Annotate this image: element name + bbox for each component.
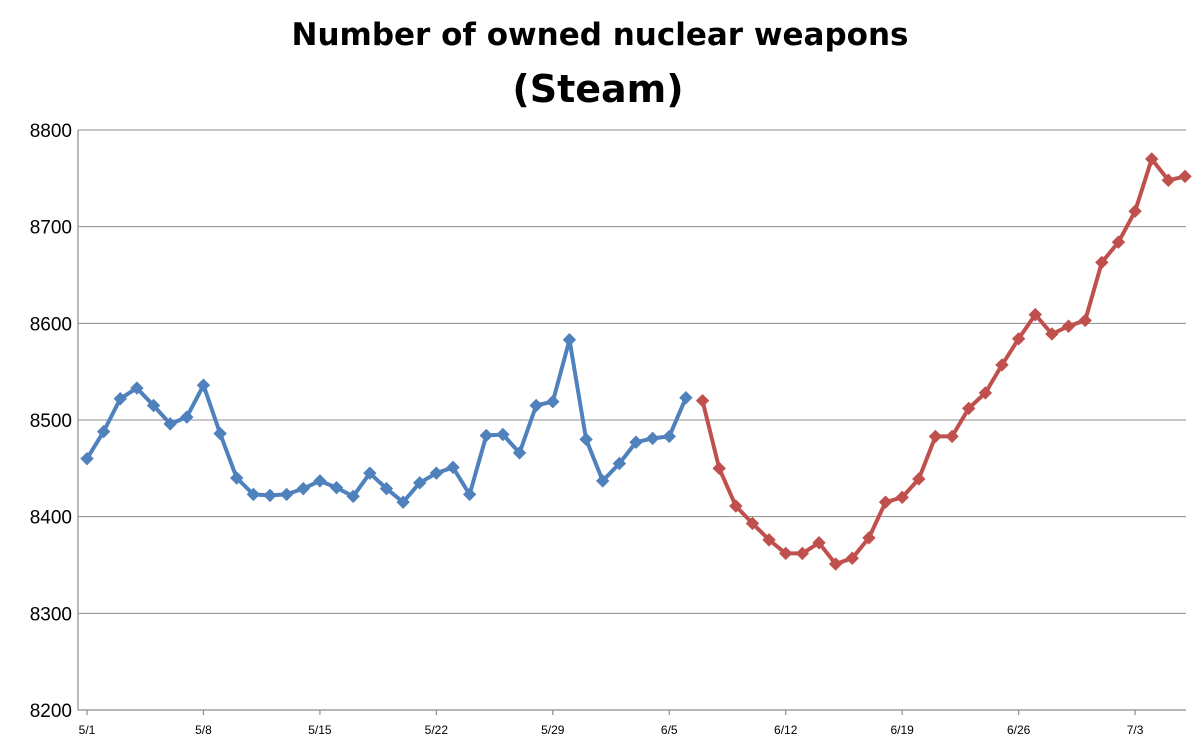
data-point xyxy=(962,401,976,416)
x-tick-label: 5/1 xyxy=(79,723,96,737)
data-point xyxy=(1061,319,1076,333)
y-tick-label: 8200 xyxy=(30,701,72,722)
data-point xyxy=(895,490,909,505)
y-tick-label: 8700 xyxy=(30,218,72,239)
data-point xyxy=(329,480,344,495)
x-tick-labels: 5/1 5/8 5/15 5/22 5/29 6/5 6/12 6/19 6/26 7/3 xyxy=(79,710,1144,737)
series-1 xyxy=(80,333,693,509)
chart-subtitle: (Steam) xyxy=(512,67,683,111)
data-point xyxy=(1128,204,1142,218)
data-point xyxy=(978,386,993,400)
data-point xyxy=(995,358,1009,372)
data-point xyxy=(263,488,277,503)
data-point xyxy=(679,391,693,405)
data-point xyxy=(612,456,627,471)
axes xyxy=(77,130,1186,711)
data-point xyxy=(812,536,826,550)
data-point xyxy=(163,417,177,431)
data-point xyxy=(912,472,926,486)
data-point xyxy=(579,432,593,447)
x-tick-label: 5/22 xyxy=(425,723,449,737)
data-point xyxy=(795,546,810,561)
data-point xyxy=(662,429,676,444)
x-tick-label: 5/29 xyxy=(541,723,565,737)
data-point xyxy=(246,487,261,502)
y-tick-label: 8600 xyxy=(30,314,72,335)
x-tick-label: 7/3 xyxy=(1127,723,1144,737)
series-line xyxy=(85,337,688,505)
data-point xyxy=(1145,152,1159,166)
y-tick-label: 8500 xyxy=(30,411,72,432)
series-2 xyxy=(695,152,1192,571)
data-point xyxy=(130,381,144,395)
x-tick-label: 6/26 xyxy=(1007,723,1031,737)
data-point xyxy=(562,333,577,347)
data-point xyxy=(279,487,294,502)
data-point xyxy=(695,393,710,408)
y-tick-labels: 8200 8300 8400 8500 8600 8700 8800 xyxy=(30,121,72,722)
x-tick-label: 5/8 xyxy=(195,723,212,737)
data-point xyxy=(196,378,211,392)
data-point xyxy=(113,392,127,406)
data-point xyxy=(479,428,493,443)
data-point xyxy=(379,481,394,496)
data-point xyxy=(645,431,660,446)
data-point xyxy=(845,551,859,565)
data-point xyxy=(413,476,427,490)
data-point xyxy=(96,424,111,439)
data-point xyxy=(828,557,843,571)
data-point xyxy=(230,471,244,485)
data-point xyxy=(1111,235,1126,249)
chart-title: Number of owned nuclear weapons xyxy=(292,17,909,53)
x-tick-label: 5/15 xyxy=(308,723,332,737)
data-point xyxy=(745,516,760,531)
data-point xyxy=(762,533,776,547)
data-point xyxy=(546,394,560,409)
y-tick-label: 8800 xyxy=(30,121,72,142)
data-point xyxy=(1028,307,1042,322)
data-point xyxy=(429,466,444,480)
x-tick-label: 6/5 xyxy=(661,723,678,737)
y-tick-label: 8400 xyxy=(30,508,72,529)
data-point xyxy=(629,435,643,449)
data-point xyxy=(462,487,477,502)
data-point xyxy=(945,429,959,444)
data-point xyxy=(1045,327,1059,341)
data-point xyxy=(363,466,377,480)
data-point xyxy=(313,474,327,488)
data-point xyxy=(296,481,310,496)
data-point xyxy=(862,531,876,545)
x-tick-label: 6/12 xyxy=(774,723,798,737)
data-point xyxy=(1178,169,1192,184)
data-point xyxy=(1011,332,1026,346)
data-point xyxy=(529,398,543,413)
data-point xyxy=(729,499,743,513)
data-point xyxy=(1095,255,1109,270)
data-point xyxy=(779,546,793,561)
y-tick-label: 8300 xyxy=(30,604,72,625)
data-point xyxy=(712,461,726,476)
data-point xyxy=(80,451,94,466)
grid-lines xyxy=(78,129,1186,614)
data-point xyxy=(878,495,893,509)
series xyxy=(80,152,1192,571)
series-line xyxy=(700,157,1187,566)
data-point xyxy=(346,489,360,504)
data-point xyxy=(1078,313,1092,328)
x-tick-label: 6/19 xyxy=(891,723,915,737)
data-point xyxy=(446,460,460,475)
data-point xyxy=(596,474,610,488)
data-point xyxy=(496,427,510,442)
data-point xyxy=(512,446,527,460)
data-point xyxy=(1161,173,1176,187)
data-point xyxy=(213,426,227,441)
data-point xyxy=(180,410,194,424)
data-point xyxy=(146,398,161,413)
data-point xyxy=(396,495,410,509)
data-point xyxy=(928,429,943,444)
